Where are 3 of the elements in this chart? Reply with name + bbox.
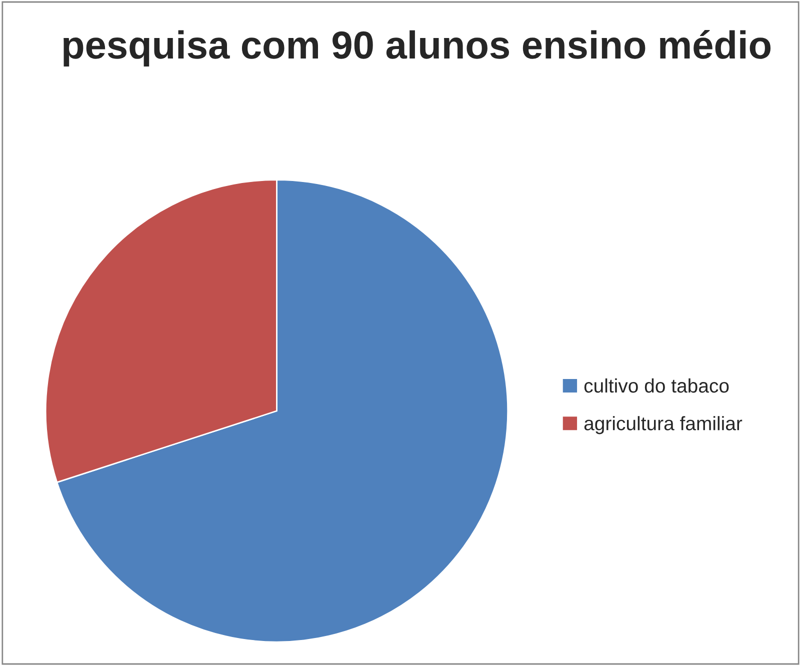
legend-label: agricultura familiar (584, 416, 742, 434)
chart-title: pesquisa com 90 alunos ensino médio (64, 30, 771, 67)
legend-label: cultivo do tabaco (584, 378, 729, 393)
